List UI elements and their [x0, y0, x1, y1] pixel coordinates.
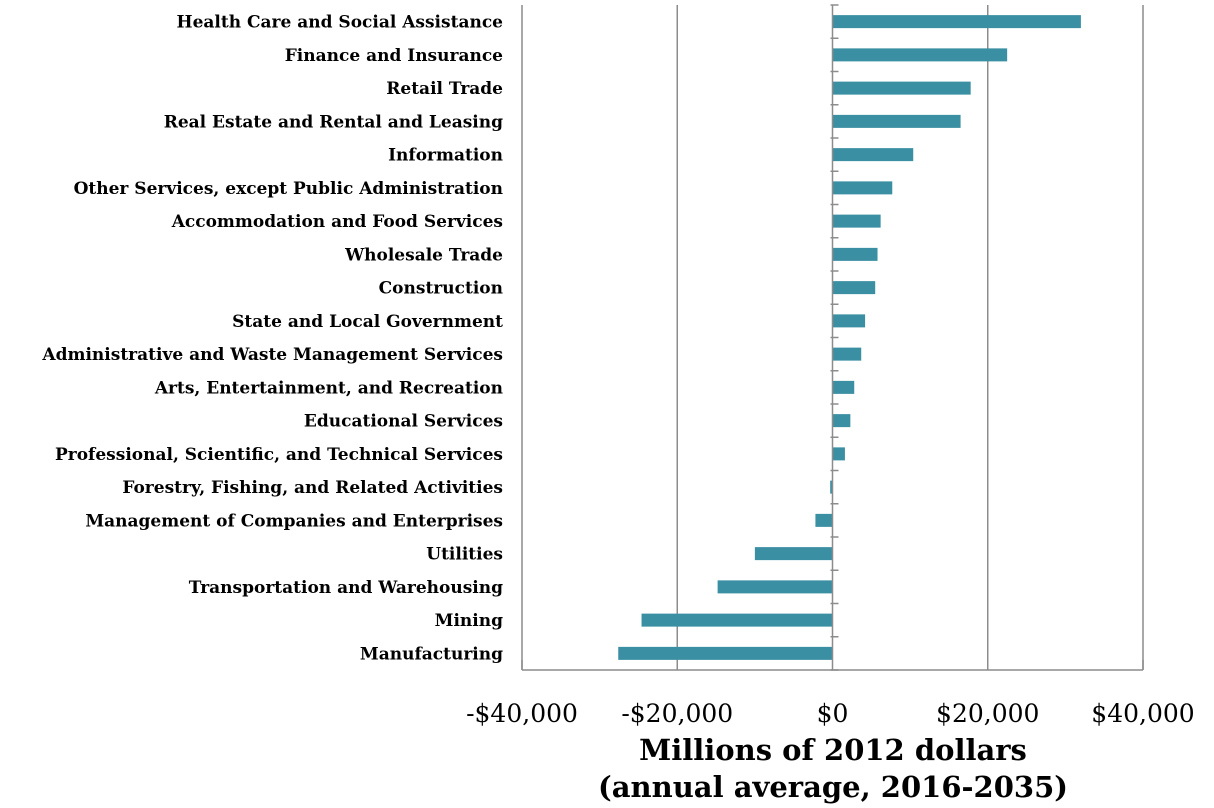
- bar: [832, 114, 961, 128]
- category-label: Mining: [435, 611, 503, 631]
- bar: [832, 314, 866, 328]
- x-tick-label: $40,000: [1091, 699, 1194, 728]
- category-label: Manufacturing: [360, 644, 503, 664]
- category-label: Information: [388, 146, 503, 166]
- category-label: Educational Services: [304, 412, 503, 432]
- category-label: Wholesale Trade: [344, 245, 503, 265]
- x-tick-label: -$40,000: [466, 699, 578, 728]
- bar: [832, 281, 876, 295]
- bar: [717, 580, 833, 594]
- category-label: Construction: [379, 279, 503, 299]
- category-label: Administrative and Waste Management Serv…: [41, 345, 503, 365]
- x-tick-label: -$20,000: [621, 699, 733, 728]
- x-tick-label: $20,000: [936, 699, 1039, 728]
- bar: [832, 181, 893, 195]
- category-label: Transportation and Warehousing: [189, 578, 503, 598]
- bar: [832, 81, 971, 95]
- category-label: Arts, Entertainment, and Recreation: [154, 378, 503, 398]
- category-label: Professional, Scientific, and Technical …: [55, 445, 503, 465]
- category-label: Health Care and Social Assistance: [177, 13, 504, 33]
- bar: [832, 15, 1081, 29]
- bar: [832, 380, 855, 394]
- category-labels: Health Care and Social Assistance Finance…: [41, 13, 503, 665]
- x-axis-title: Millions of 2012 dollars (annual average…: [598, 733, 1068, 804]
- category-label: Finance and Insurance: [285, 46, 503, 66]
- bar: [815, 513, 833, 527]
- category-label: Management of Companies and Enterprises: [85, 511, 503, 531]
- x-tick-labels: -$40,000 -$20,000 $0 $20,000 $40,000: [466, 699, 1195, 728]
- category-label: Other Services, except Public Administra…: [74, 179, 503, 199]
- bar: [830, 480, 833, 494]
- bar: [832, 247, 878, 261]
- bar: [754, 547, 833, 561]
- x-tick-label: $0: [817, 699, 849, 728]
- x-axis-title-line-1: Millions of 2012 dollars: [639, 733, 1027, 767]
- category-label: Real Estate and Rental and Leasing: [164, 112, 503, 132]
- category-label: Forestry, Fishing, and Related Activitie…: [122, 478, 503, 498]
- bar: [832, 447, 845, 461]
- bars: [618, 15, 1081, 660]
- bar: [832, 214, 881, 228]
- bar: [618, 646, 833, 660]
- bar: [832, 414, 851, 428]
- bar: [641, 613, 833, 627]
- category-label: Utilities: [426, 545, 503, 565]
- bar: [832, 347, 862, 361]
- category-label: Accommodation and Food Services: [171, 212, 503, 232]
- bar: [832, 148, 914, 162]
- axes: [521, 4, 1144, 671]
- x-axis-title-line-2: (annual average, 2016-2035): [598, 770, 1068, 804]
- bar: [832, 48, 1008, 62]
- category-label: State and Local Government: [232, 312, 503, 332]
- category-label: Retail Trade: [386, 79, 503, 99]
- gridlines: [521, 5, 1144, 670]
